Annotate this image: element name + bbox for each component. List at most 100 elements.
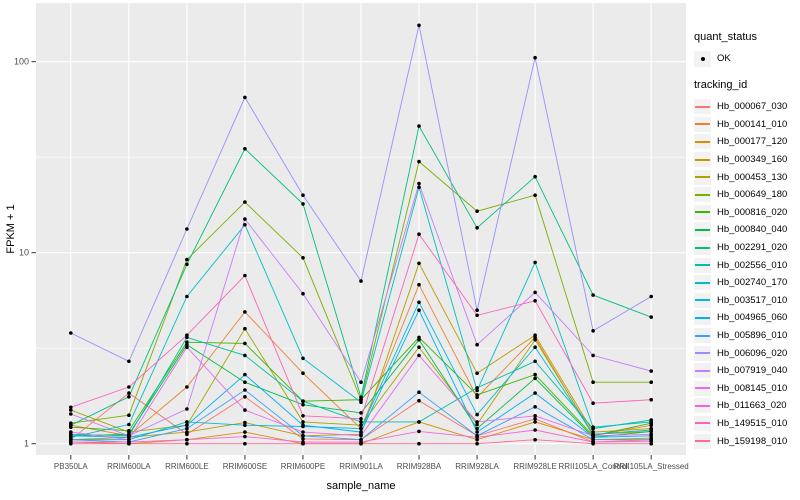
data-point — [475, 388, 479, 393]
data-point — [243, 395, 247, 399]
data-point — [243, 388, 247, 392]
legend-key-box — [694, 152, 711, 168]
data-point — [533, 299, 537, 303]
legend-item-Hb_000349_160: Hb_000349_160 — [694, 151, 800, 169]
data-point — [69, 408, 73, 412]
data-point — [127, 434, 131, 438]
data-point — [185, 407, 189, 411]
legend-item-Hb_002556_010: Hb_002556_010 — [694, 256, 800, 274]
x-tick-label: RRIM600LE — [165, 462, 209, 471]
legend-key-box — [694, 345, 711, 361]
legend-item-label: Hb_000177_120 — [717, 136, 788, 148]
data-point — [417, 181, 421, 186]
legend-item-Hb_005896_010: Hb_005896_010 — [694, 327, 800, 345]
legend-title-tracking-id: tracking_id — [694, 79, 748, 91]
legend-item-label: Hb_000141_010 — [717, 118, 788, 130]
legend-item-Hb_002291_020: Hb_002291_020 — [694, 239, 800, 257]
legend-line-swatch — [695, 264, 710, 267]
data-point — [185, 227, 189, 231]
data-point — [591, 434, 595, 438]
legend-tracking-id-items: Hb_000067_030 Hb_000141_010 Hb_000177_120 H… — [694, 98, 800, 450]
data-point — [243, 310, 247, 314]
data-point — [69, 405, 73, 410]
data-point — [359, 395, 363, 400]
data-point — [533, 333, 537, 338]
data-point — [301, 434, 305, 438]
legend-key-box — [694, 310, 711, 326]
legend-line-swatch — [695, 369, 710, 372]
data-point — [475, 435, 479, 440]
data-point — [359, 434, 363, 438]
data-point — [475, 209, 479, 213]
data-point — [127, 428, 131, 433]
y-tick-label: 100 — [14, 57, 29, 67]
data-point — [301, 441, 305, 446]
data-point — [359, 426, 363, 431]
data-point — [185, 257, 189, 262]
data-point — [533, 260, 537, 265]
data-point — [185, 340, 189, 345]
x-tick-label: RRIM600PE — [281, 462, 325, 471]
data-point — [533, 372, 537, 377]
data-point — [359, 400, 363, 405]
data-point — [243, 372, 247, 377]
data-point — [475, 412, 479, 417]
legend-item-label: Hb_004965_060 — [717, 312, 788, 324]
x-tick-label: RRIM928LE — [513, 462, 557, 471]
legend-item-label: Hb_000649_180 — [717, 189, 788, 201]
data-point — [417, 420, 421, 424]
data-point — [243, 434, 247, 439]
data-point — [301, 420, 305, 424]
legend-line-swatch — [695, 176, 710, 179]
data-point — [127, 391, 131, 395]
data-point — [649, 294, 653, 299]
data-point — [649, 369, 653, 373]
data-point — [185, 430, 189, 434]
data-point — [243, 217, 247, 221]
x-tick-label: RRIM600SE — [223, 462, 267, 471]
data-point — [301, 437, 305, 441]
legend-item-Hb_003517_010: Hb_003517_010 — [694, 292, 800, 310]
data-point — [417, 261, 421, 266]
data-point — [301, 356, 305, 361]
data-point — [185, 333, 189, 338]
legend-item-label: Hb_011663_020 — [717, 400, 787, 412]
data-point — [417, 185, 421, 190]
data-point — [243, 441, 247, 446]
data-point — [475, 226, 479, 230]
legend-key-box — [694, 328, 711, 344]
data-point — [127, 395, 131, 399]
x-tick-label: RRIM928BA — [397, 462, 442, 471]
legend-key-box — [694, 380, 711, 396]
legend-item-label: Hb_007919_040 — [717, 365, 788, 377]
data-point — [649, 441, 653, 446]
legend-item-label: Hb_008145_010 — [717, 382, 788, 394]
data-point — [533, 55, 537, 60]
legend-item-label: Hb_005896_010 — [717, 330, 788, 342]
legend-item-Hb_000816_020: Hb_000816_020 — [694, 204, 800, 222]
data-point — [243, 423, 247, 428]
legend-line-swatch — [695, 334, 710, 337]
data-point — [301, 371, 305, 376]
x-tick-label: RRIM600LA — [107, 462, 151, 471]
legend-item-Hb_000177_120: Hb_000177_120 — [694, 133, 800, 151]
data-point — [243, 420, 247, 425]
data-point — [243, 200, 247, 204]
data-point — [243, 408, 247, 412]
data-point — [417, 441, 421, 446]
legend-item-label: Hb_159198_010 — [717, 435, 788, 447]
data-point — [533, 405, 537, 409]
legend-item-Hb_000141_010: Hb_000141_010 — [694, 116, 800, 134]
legend-item-Hb_149515_010: Hb_149515_010 — [694, 415, 800, 433]
legend-item-label: Hb_000840_040 — [717, 224, 788, 236]
x-axis-title: sample_name — [326, 480, 395, 492]
data-point — [475, 430, 479, 434]
legend-item-label: Hb_000349_160 — [717, 154, 788, 166]
data-point — [649, 380, 653, 385]
legend-line-swatch — [695, 387, 710, 390]
data-point — [591, 353, 595, 358]
data-point — [417, 300, 421, 305]
x-tick-label: PB350LA — [54, 462, 88, 471]
